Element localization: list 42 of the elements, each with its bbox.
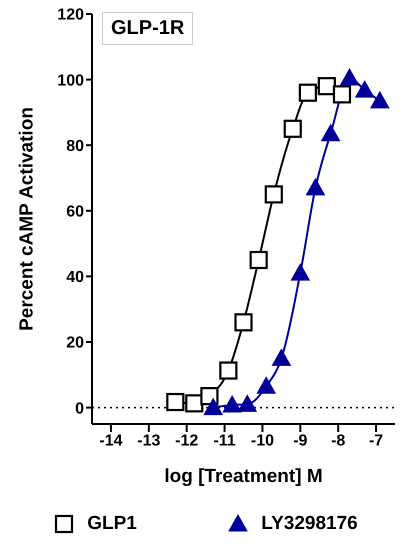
point xyxy=(272,348,291,366)
point xyxy=(318,77,336,96)
point xyxy=(222,395,242,412)
chart-title: GLP-1R xyxy=(102,12,194,45)
legend-label: LY3298176 xyxy=(261,513,358,535)
point xyxy=(166,392,184,412)
point xyxy=(298,84,317,102)
point xyxy=(256,376,276,394)
y-axis-title: Percent cAMP Activation xyxy=(16,107,38,331)
point xyxy=(234,313,253,332)
point xyxy=(219,361,238,380)
point xyxy=(306,178,325,196)
y-tick-label: 100 xyxy=(57,72,84,90)
point xyxy=(355,80,374,98)
x-tick-label: -14 xyxy=(99,432,123,450)
y-tick-label: 120 xyxy=(57,6,84,24)
x-tick-label: -13 xyxy=(137,432,160,450)
point xyxy=(204,398,223,416)
y-tick-label: 60 xyxy=(66,203,84,220)
x-tick-label: -7 xyxy=(368,432,384,450)
x-tick-label: -10 xyxy=(250,432,274,450)
y-tick-label: 0 xyxy=(75,400,84,418)
legend-label: GLP1 xyxy=(87,513,137,535)
x-tick-label: -9 xyxy=(293,432,308,450)
y-tick-label: 40 xyxy=(66,269,84,286)
point xyxy=(250,250,268,270)
x-tick-label: -12 xyxy=(175,432,198,450)
point xyxy=(200,387,219,406)
point xyxy=(332,85,352,104)
point xyxy=(238,394,257,412)
y-tick-label: 20 xyxy=(66,334,84,352)
point xyxy=(321,124,340,142)
point xyxy=(290,264,310,281)
point xyxy=(264,185,283,204)
point xyxy=(284,120,302,138)
point xyxy=(370,91,390,108)
point xyxy=(340,68,360,86)
point xyxy=(185,394,204,412)
x-axis-title: log [Treatment] M xyxy=(164,466,323,487)
y-tick-label: 80 xyxy=(66,138,84,155)
x-tick-label: -11 xyxy=(213,432,236,450)
x-tick-label: -8 xyxy=(331,432,346,450)
